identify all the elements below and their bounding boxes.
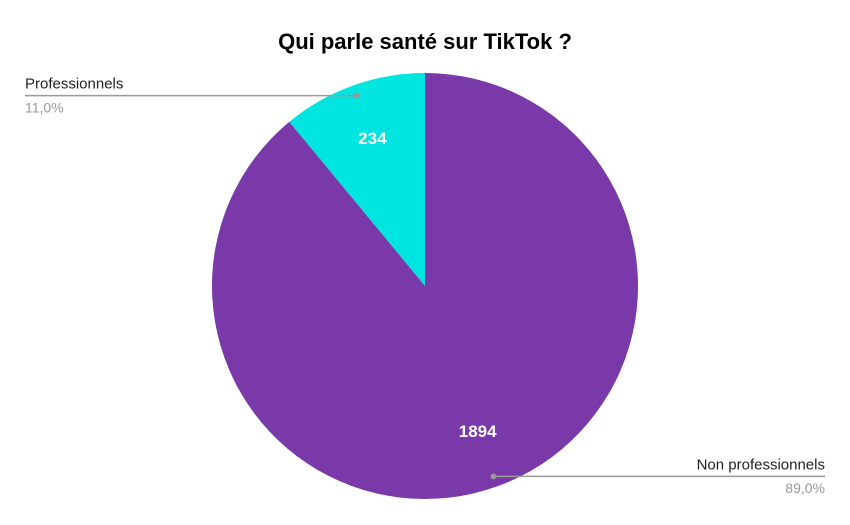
percent-label: 89,0% xyxy=(785,480,825,496)
percent-label: 11,0% xyxy=(25,99,64,115)
leader-dot xyxy=(490,473,497,480)
slice-value-label: 1894 xyxy=(459,422,497,441)
leader-dot xyxy=(353,92,360,99)
pie-slice xyxy=(289,73,425,286)
category-label: Non professionnels xyxy=(697,456,825,473)
category-label: Professionnels xyxy=(25,76,123,93)
chart-title: Qui parle santé sur TikTok ? xyxy=(278,29,572,54)
slice-value-label: 234 xyxy=(358,129,387,148)
pie-slice xyxy=(211,73,639,500)
